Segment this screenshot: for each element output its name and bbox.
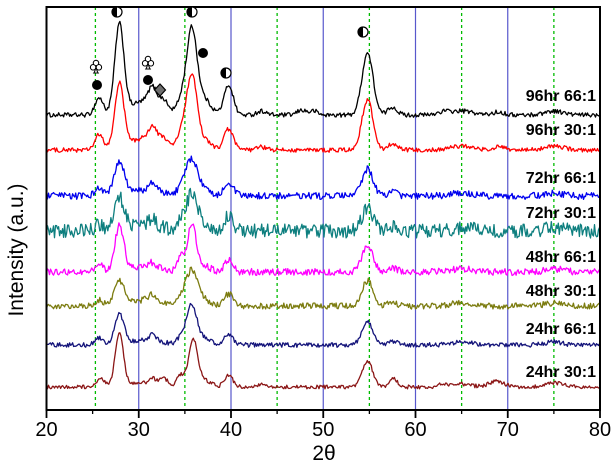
half-filled-circle-icon	[357, 26, 369, 38]
xrd-curve-48hr-66-1	[45, 222, 601, 277]
half-filled-circle-icon	[111, 6, 123, 18]
x-tick-label: 80	[588, 419, 612, 441]
gray-diamond-icon	[153, 83, 167, 97]
open-club-icon	[141, 55, 155, 70]
x-tick-label: 30	[127, 419, 150, 441]
x-tick-label: 50	[312, 419, 335, 441]
series-label: 72hr 66:1	[525, 170, 596, 187]
xrd-curve-96hr-30-1	[45, 73, 601, 153]
reference-lines	[94, 7, 555, 410]
x-tick-label: 60	[404, 419, 427, 441]
xrd-curve-72hr-30-1	[45, 187, 601, 239]
xrd-curve-24hr-66-1	[45, 302, 601, 348]
xrd-curves	[45, 20, 601, 390]
series-label: 48hr 30:1	[525, 283, 596, 300]
x-axis-label: 2θ	[312, 442, 336, 465]
filled-circle-icon	[198, 48, 208, 58]
xrd-curve-96hr-66-1	[45, 20, 601, 118]
xrd-curve-24hr-30-1	[45, 332, 601, 390]
y-axis-label: Intensity (a.u.)	[5, 183, 28, 317]
series-label: 72hr 30:1	[525, 205, 596, 222]
x-tick-label: 40	[219, 419, 243, 441]
series-label: 96hr 30:1	[525, 122, 596, 139]
xrd-curve-72hr-66-1	[45, 155, 601, 201]
filled-circle-icon	[92, 80, 102, 90]
x-tick-label: 20	[35, 419, 58, 441]
filled-circle-icon	[143, 75, 153, 85]
half-filled-circle-icon	[220, 67, 232, 79]
series-label: 96hr 66:1	[525, 88, 596, 105]
xrd-curve-48hr-30-1	[45, 266, 601, 310]
series-label: 48hr 66:1	[525, 249, 596, 266]
series-label: 24hr 30:1	[525, 364, 596, 381]
x-tick-label: 70	[496, 419, 519, 441]
phase-peak-markers	[89, 6, 369, 97]
half-filled-circle-icon	[186, 6, 198, 18]
open-club-icon	[89, 59, 103, 74]
series-label: 24hr 66:1	[525, 321, 596, 338]
x-axis-ticks	[45, 410, 601, 418]
